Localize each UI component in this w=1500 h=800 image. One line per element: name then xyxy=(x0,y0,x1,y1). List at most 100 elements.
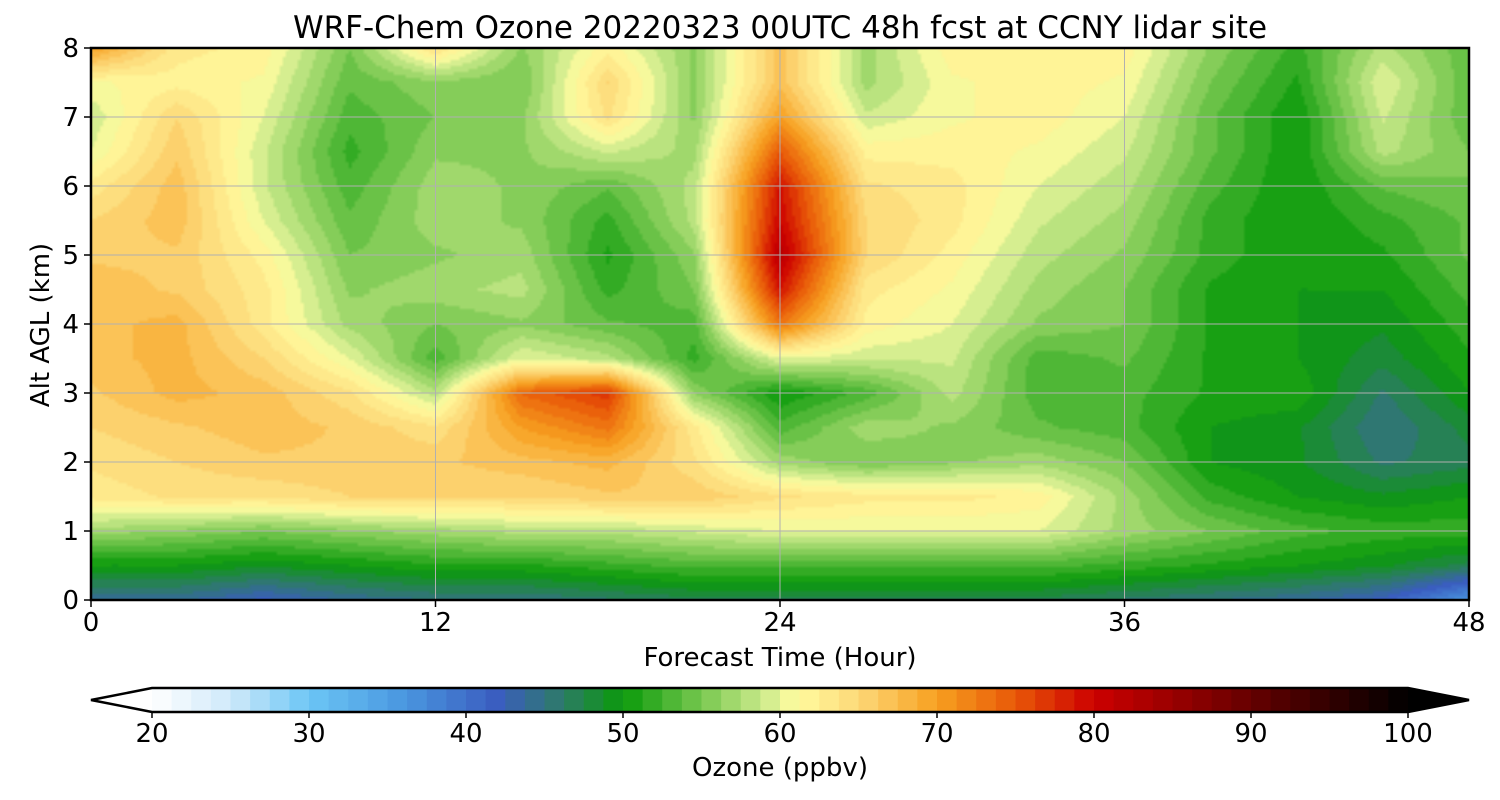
y-tick-label: 6 xyxy=(62,172,79,202)
colorbar-segment xyxy=(1309,688,1331,712)
colorbar-segment xyxy=(721,688,742,712)
colorbar-tick-label: 40 xyxy=(449,719,482,749)
colorbar-segment xyxy=(1349,688,1370,712)
y-tick-label: 1 xyxy=(62,517,79,547)
y-tick-label: 0 xyxy=(62,586,79,616)
colorbar-segment xyxy=(367,688,389,712)
colorbar-extend-high xyxy=(1408,688,1469,712)
colorbar-tick-label: 70 xyxy=(920,719,953,749)
colorbar-segment xyxy=(446,688,467,712)
x-tick-label: 48 xyxy=(1452,608,1485,638)
y-axis-label: Alt AGL (km) xyxy=(26,243,56,407)
colorbar-segment xyxy=(1211,688,1232,712)
colorbar-tick-label: 80 xyxy=(1077,719,1110,749)
colorbar-segment xyxy=(878,688,899,712)
colorbar-segment xyxy=(1231,688,1252,712)
colorbar-label: Ozone (ppbv) xyxy=(692,753,868,783)
colorbar-segment xyxy=(799,688,820,712)
colorbar-segment xyxy=(1388,688,1409,712)
colorbar-segment xyxy=(897,688,918,712)
grid-lines xyxy=(91,48,1469,600)
colorbar: 20 30 40 50 60 70 80 90 100 Ozone (ppbv) xyxy=(90,686,1470,783)
x-axis: 0 12 24 36 48 xyxy=(83,600,1486,638)
y-tick-label: 8 xyxy=(62,34,79,64)
x-axis-label: Forecast Time (Hour) xyxy=(643,643,916,673)
colorbar-segment xyxy=(1094,688,1115,712)
colorbar-segment xyxy=(956,688,977,712)
colorbar-segment xyxy=(544,688,565,712)
colorbar-segment xyxy=(1015,688,1036,712)
colorbar-segment xyxy=(191,688,212,712)
colorbar-segment xyxy=(780,688,801,712)
colorbar-segment xyxy=(348,688,369,712)
colorbar-segment xyxy=(466,688,487,712)
colorbar-segment xyxy=(289,688,310,712)
colorbar-extend-low xyxy=(91,688,152,712)
colorbar-segment xyxy=(1074,688,1095,712)
y-tick-label: 3 xyxy=(62,379,79,409)
colorbar-segment xyxy=(1270,688,1291,712)
colorbar-segment xyxy=(1035,688,1056,712)
colorbar-segment xyxy=(269,688,290,712)
colorbar-tick-label: 20 xyxy=(135,719,168,749)
colorbar-segment xyxy=(1251,688,1272,712)
colorbar-segment xyxy=(858,688,879,712)
y-axis: 0 1 2 3 4 5 6 7 8 xyxy=(62,34,91,616)
colorbar-segment xyxy=(564,688,585,712)
colorbar-segment xyxy=(407,688,428,712)
colorbar-segment xyxy=(524,688,546,712)
colorbar-segment xyxy=(1113,688,1134,712)
colorbar-segment xyxy=(1368,688,1389,712)
colorbar-segment xyxy=(583,688,604,712)
y-tick-label: 5 xyxy=(62,241,79,271)
chart-title: WRF-Chem Ozone 20220323 00UTC 48h fcst a… xyxy=(293,10,1267,46)
colorbar-segment xyxy=(485,688,506,712)
colorbar-segment xyxy=(642,688,663,712)
colorbar-segment xyxy=(917,688,938,712)
colorbar-segment xyxy=(309,688,330,712)
colorbar-segment xyxy=(210,688,232,712)
colorbar-segment xyxy=(662,688,683,712)
colorbar-segment xyxy=(152,688,173,712)
colorbar-tick-label: 50 xyxy=(606,719,639,749)
colorbar-segment xyxy=(426,688,447,712)
colorbar-segment xyxy=(1192,688,1213,712)
x-tick-label: 36 xyxy=(1108,608,1141,638)
colorbar-segment xyxy=(838,688,860,712)
colorbar-tick-label: 90 xyxy=(1234,719,1267,749)
colorbar-segment xyxy=(740,688,761,712)
colorbar-segment xyxy=(250,688,271,712)
colorbar-segment xyxy=(603,688,624,712)
colorbar-segment xyxy=(681,688,703,712)
colorbar-segment xyxy=(505,688,526,712)
colorbar-tick-label: 60 xyxy=(763,719,796,749)
x-tick-label: 24 xyxy=(763,608,796,638)
colorbar-segment xyxy=(328,688,349,712)
colorbar-tick-label: 30 xyxy=(292,719,325,749)
y-tick-label: 7 xyxy=(62,103,79,133)
colorbar-segment xyxy=(995,688,1017,712)
colorbar-segments xyxy=(91,688,1469,712)
colorbar-segment xyxy=(760,688,781,712)
y-tick-label: 4 xyxy=(62,310,79,340)
colorbar-segment xyxy=(701,688,722,712)
colorbar-segment xyxy=(1054,688,1075,712)
colorbar-segment xyxy=(819,688,840,712)
colorbar-tick-label: 100 xyxy=(1383,719,1433,749)
colorbar-segment xyxy=(1172,688,1193,712)
y-tick-label: 2 xyxy=(62,448,79,478)
colorbar-segment xyxy=(1152,688,1174,712)
colorbar-segment xyxy=(387,688,408,712)
colorbar-segment xyxy=(623,688,644,712)
colorbar-ticks: 20 30 40 50 60 70 80 90 100 xyxy=(135,712,1433,749)
x-tick-label: 0 xyxy=(83,608,100,638)
colorbar-segment xyxy=(1133,688,1154,712)
colorbar-segment xyxy=(1329,688,1350,712)
heatmap-plot-area xyxy=(89,46,1471,602)
colorbar-segment xyxy=(230,688,251,712)
colorbar-segment xyxy=(1290,688,1311,712)
colorbar-segment xyxy=(937,688,958,712)
colorbar-segment xyxy=(976,688,997,712)
x-tick-label: 12 xyxy=(419,608,452,638)
